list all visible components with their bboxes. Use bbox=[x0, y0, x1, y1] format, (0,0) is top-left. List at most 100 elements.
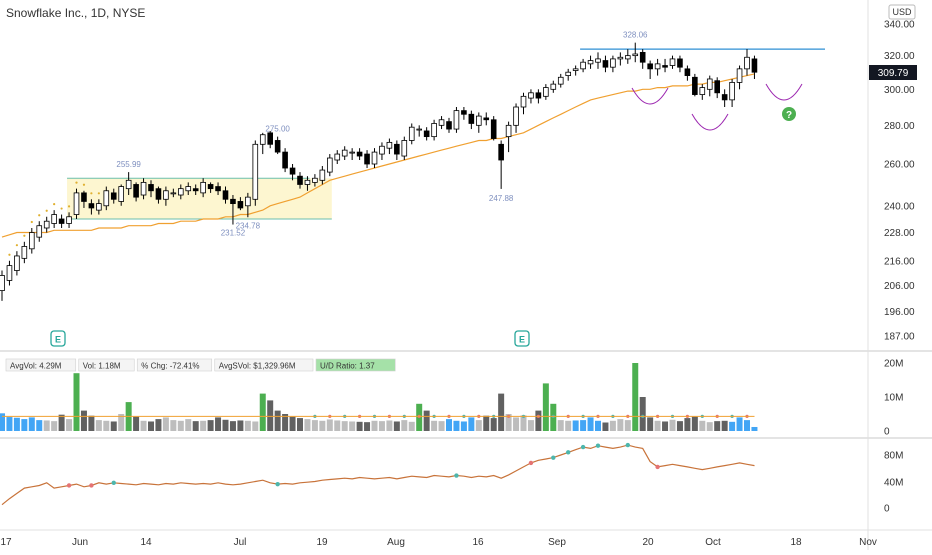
candle-body bbox=[88, 203, 95, 209]
volume-bar bbox=[229, 421, 236, 431]
axes: 340.00 320.00 300.00 280.00 260.00 240.00 228.… bbox=[0, 20, 915, 549]
date-tick-label: 19 bbox=[316, 537, 328, 548]
candle-body bbox=[334, 153, 341, 161]
rs-new-high-dot bbox=[89, 483, 94, 488]
volume-bar bbox=[259, 393, 266, 431]
signal-dot bbox=[23, 234, 26, 237]
candle-body bbox=[14, 255, 20, 271]
rs-new-high-dot bbox=[655, 464, 660, 470]
volume-bar bbox=[684, 418, 691, 431]
date-tick-label: 17 bbox=[0, 537, 12, 548]
rs-new-high-dot bbox=[580, 444, 586, 450]
candle-body bbox=[155, 188, 162, 200]
candle-body bbox=[364, 153, 370, 165]
volume-bar bbox=[170, 420, 177, 431]
volume-bar bbox=[595, 420, 601, 431]
candle-body bbox=[73, 192, 80, 215]
last-price-tag bbox=[869, 65, 917, 80]
candle-body bbox=[625, 55, 631, 60]
volume-bar bbox=[237, 420, 244, 431]
candle-body bbox=[185, 186, 192, 192]
candle-body bbox=[341, 149, 348, 157]
price-annotation: 328.06 bbox=[623, 31, 648, 40]
candle-body bbox=[699, 87, 706, 95]
volume-tick-label: 20M bbox=[884, 359, 903, 370]
candle-body bbox=[118, 186, 125, 202]
volume-bar bbox=[185, 419, 192, 431]
signal-dot bbox=[90, 192, 93, 195]
candle-body bbox=[647, 63, 653, 70]
volume-bar bbox=[13, 417, 20, 431]
candle-body bbox=[654, 63, 661, 70]
candle-body bbox=[572, 68, 579, 71]
volume-bar bbox=[386, 420, 393, 431]
rs-tick-label: 80M bbox=[884, 451, 903, 462]
candle-body bbox=[423, 130, 430, 138]
volume-bar bbox=[282, 414, 289, 431]
date-tick-label: Jul bbox=[234, 537, 247, 548]
volume-stat-label: U/D Ratio: 1.37 bbox=[320, 362, 375, 371]
volume-bar bbox=[222, 419, 229, 431]
earnings-marker-label: E bbox=[55, 335, 61, 345]
candle-body bbox=[483, 117, 490, 121]
volume-bar bbox=[602, 422, 609, 431]
volume-bar bbox=[587, 417, 594, 431]
rs-tick-label: 40M bbox=[884, 478, 903, 489]
volume-bar bbox=[95, 420, 102, 431]
price-tick-label: 216.00 bbox=[884, 256, 915, 267]
volume-bar bbox=[207, 420, 214, 431]
volume-bar bbox=[200, 420, 207, 431]
candle-body bbox=[110, 192, 117, 200]
volume-bar bbox=[483, 415, 490, 431]
candle-body bbox=[140, 181, 147, 196]
volume-stat-label: AvgSVol: $1,329.96M bbox=[219, 362, 296, 371]
date-tick-label: 18 bbox=[790, 537, 802, 548]
volume-bar bbox=[43, 420, 50, 431]
candle-body bbox=[96, 203, 102, 211]
volume-bar bbox=[341, 421, 348, 431]
price-tick-label: 196.00 bbox=[884, 307, 915, 318]
candle-body bbox=[505, 124, 512, 138]
rs-new-high-dot bbox=[566, 450, 571, 455]
candle-body bbox=[714, 80, 720, 94]
volume-bar bbox=[505, 414, 512, 431]
currency-box[interactable] bbox=[888, 4, 916, 20]
signal-dot bbox=[53, 203, 56, 206]
volume-bar bbox=[36, 420, 43, 431]
date-tick-label: 14 bbox=[140, 537, 152, 548]
candle-body bbox=[453, 110, 460, 130]
volume-bar bbox=[401, 420, 408, 431]
candle-body bbox=[319, 169, 326, 181]
candle-body bbox=[475, 115, 482, 126]
moving-average bbox=[1, 73, 755, 238]
earnings-marker bbox=[514, 330, 530, 347]
candle-body bbox=[632, 53, 639, 57]
rs-new-high-dot bbox=[111, 480, 116, 486]
date-tick-label: 20 bbox=[642, 537, 654, 548]
volume-bar bbox=[520, 415, 527, 431]
candle-body bbox=[639, 51, 646, 63]
candle-body bbox=[282, 151, 288, 169]
volume-bar bbox=[334, 420, 341, 431]
price-tick-label: 320.00 bbox=[884, 51, 915, 62]
candle-body bbox=[729, 82, 735, 101]
price-tick-label: 340.00 bbox=[884, 20, 915, 31]
price-tick-label: 240.00 bbox=[884, 201, 915, 212]
candle-body bbox=[28, 232, 35, 250]
candle-body bbox=[326, 157, 333, 173]
candle-body bbox=[580, 61, 586, 70]
candle-body bbox=[43, 220, 50, 229]
candle-body bbox=[289, 167, 296, 175]
candle-body bbox=[237, 201, 244, 209]
price-annotation: 247.88 bbox=[489, 194, 514, 203]
candle-body bbox=[58, 218, 65, 224]
volume-bar bbox=[244, 420, 251, 431]
cup-shape bbox=[765, 83, 803, 101]
candle-body bbox=[133, 184, 139, 198]
volume-stat-label: AvgVol: 4.29M bbox=[10, 362, 62, 371]
price-annotation: 255.99 bbox=[116, 160, 141, 169]
candle-body bbox=[677, 58, 683, 68]
candle-body bbox=[401, 140, 408, 157]
candle-body bbox=[617, 56, 624, 60]
